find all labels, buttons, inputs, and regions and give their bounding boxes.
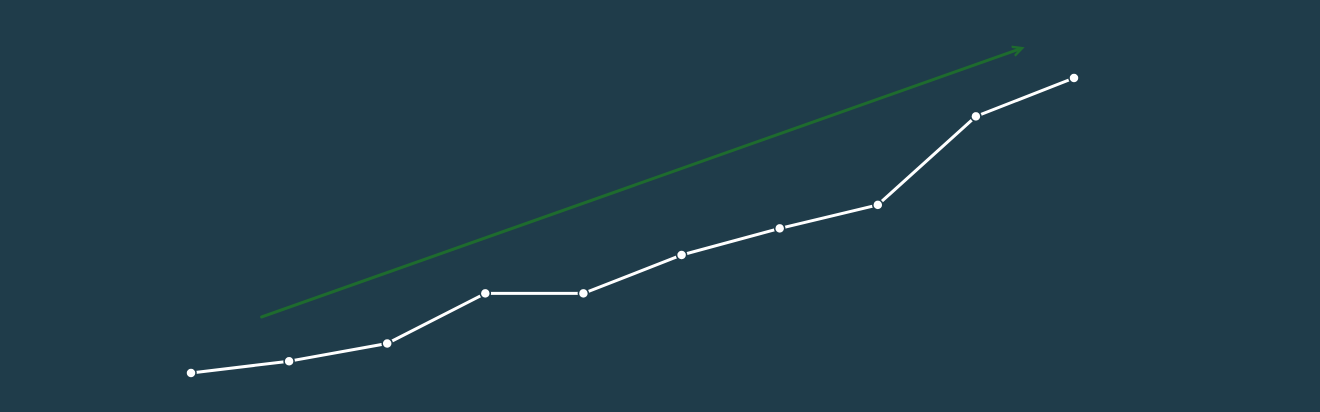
data-point-0-8: [970, 110, 982, 123]
data-point-0-3: [479, 287, 492, 300]
data-point-0-1: [283, 355, 295, 367]
trend-layer: [260, 49, 1021, 319]
trend-arrow: [260, 49, 1021, 319]
data-point-0-5: [675, 249, 688, 261]
data-point-0-9: [1068, 72, 1080, 84]
series-line-0: [189, 76, 1076, 375]
data-point-0-2: [381, 337, 393, 350]
data-point-0-4: [577, 287, 590, 300]
data-point-0-7: [872, 199, 884, 211]
points-layer: [185, 72, 1080, 379]
data-point-0-6: [773, 222, 786, 235]
series-layer: [189, 76, 1076, 375]
data-point-0-0: [185, 367, 197, 379]
